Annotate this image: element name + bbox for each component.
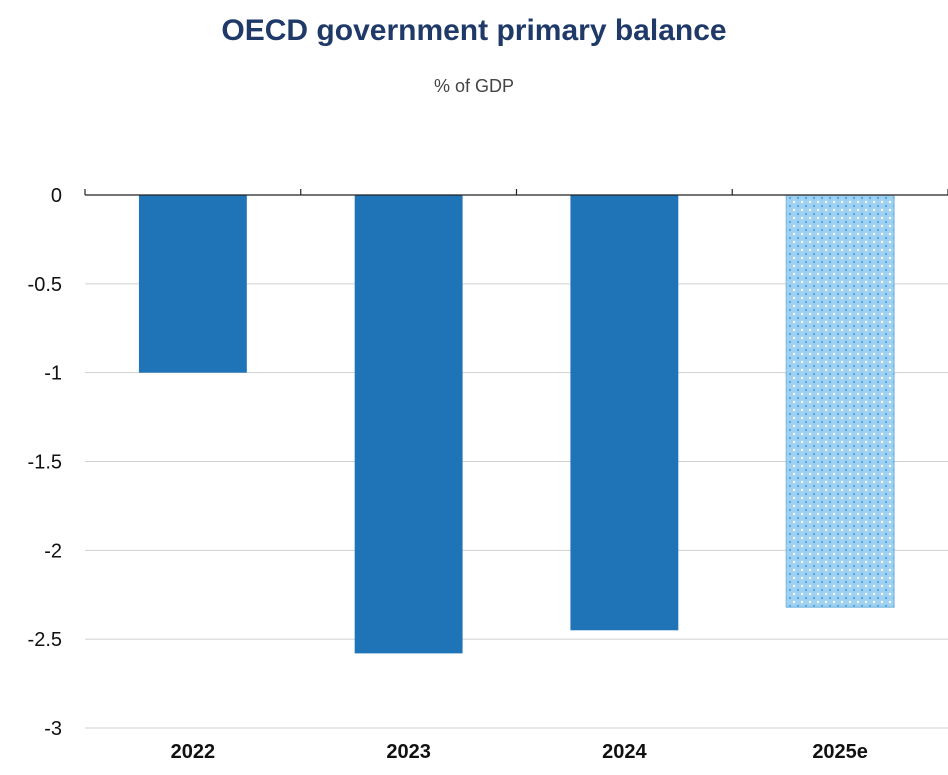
y-tick-label: -2 (44, 540, 62, 562)
x-category-label: 2025e (812, 741, 868, 763)
chart-title: OECD government primary balance (221, 14, 726, 47)
y-tick-label: -2.5 (28, 629, 62, 651)
y-axis-tick-labels: 0 -0.5 -1 -1.5 -2 -2.5 -3 (28, 185, 62, 740)
bar-2025e (785, 194, 895, 608)
bar-2024 (570, 195, 679, 631)
chart-subtitle: % of GDP (434, 76, 514, 96)
bar-2023 (354, 195, 463, 654)
x-category-label: 2022 (171, 741, 216, 763)
y-tick-label: -0.5 (28, 274, 62, 296)
x-category-label: 2023 (386, 741, 431, 763)
x-axis (84, 189, 948, 196)
y-tick-label: 0 (51, 185, 62, 207)
y-tick-label: -1.5 (28, 452, 62, 474)
y-tick-label: -1 (44, 363, 62, 385)
x-category-label: 2024 (602, 741, 647, 763)
x-axis-category-labels: 2022 2023 2024 2025e (171, 741, 868, 763)
bar-2022 (138, 195, 247, 373)
y-tick-label: -3 (44, 718, 62, 740)
bars (138, 194, 895, 654)
